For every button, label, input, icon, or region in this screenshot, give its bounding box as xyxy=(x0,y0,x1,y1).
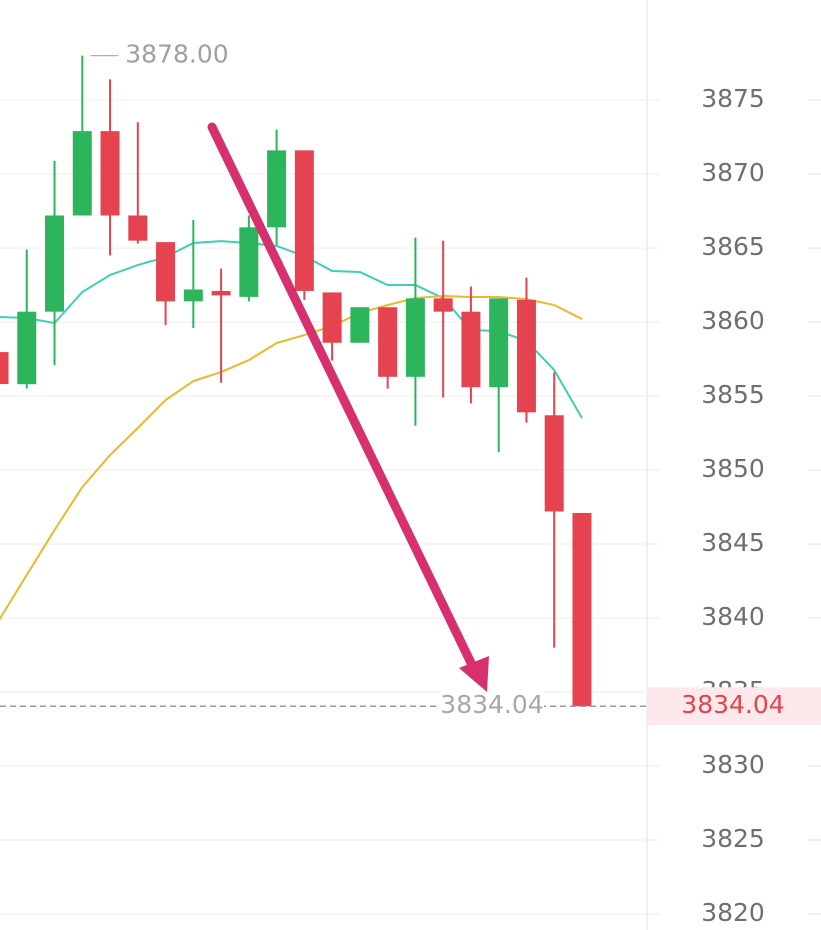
candle-body xyxy=(100,131,120,216)
arrow-head xyxy=(459,656,489,692)
high-marker-label: 3878.00 xyxy=(125,40,228,69)
arrow-shaft xyxy=(207,122,477,670)
y-tick-label: 3850 xyxy=(701,454,765,483)
last-price-box xyxy=(647,687,821,726)
y-tick-label: 3840 xyxy=(701,602,765,631)
candle-body xyxy=(45,215,65,312)
y-tick-label: 3820 xyxy=(701,898,765,927)
candle-body xyxy=(489,298,509,388)
candle-body xyxy=(156,242,176,302)
last-price-chart-label: 3834.04 xyxy=(440,690,543,719)
y-tick-label: 3875 xyxy=(701,84,765,113)
candle-body xyxy=(350,307,370,343)
candle-body xyxy=(294,150,314,291)
grid: 3820382538303835384038453850385538603865… xyxy=(0,84,821,927)
y-tick-label: 3830 xyxy=(701,750,765,779)
candle-body xyxy=(128,215,148,241)
candle-body xyxy=(17,311,37,385)
y-tick-label: 3870 xyxy=(701,158,765,187)
candle-body xyxy=(516,299,536,413)
annotations: 3878.00 3834.04 3834.04 xyxy=(0,40,821,726)
candle-body xyxy=(211,290,231,296)
y-tick-label: 3865 xyxy=(701,232,765,261)
candle-body xyxy=(461,311,481,388)
candle-body xyxy=(405,298,425,377)
moving-average-line xyxy=(0,294,583,621)
y-tick-label: 3855 xyxy=(701,380,765,409)
y-tick-label: 3825 xyxy=(701,824,765,853)
candle-body xyxy=(0,352,9,385)
y-tick-label: 3845 xyxy=(701,528,765,557)
last-price-axis-label: 3834.04 xyxy=(681,690,784,719)
candle-body xyxy=(433,298,453,312)
candle-body xyxy=(267,150,287,228)
moving-average-line xyxy=(0,240,583,419)
trend-arrow xyxy=(207,122,489,692)
candle-body xyxy=(72,131,92,216)
candles xyxy=(0,55,592,707)
moving-averages xyxy=(0,240,583,621)
y-tick-label: 3860 xyxy=(701,306,765,335)
candle-body xyxy=(322,292,342,343)
candle-body xyxy=(378,307,398,377)
candle-body xyxy=(239,227,259,297)
candle-body xyxy=(572,512,592,707)
last-price-label-bg xyxy=(440,690,544,723)
candle-body xyxy=(183,289,203,302)
candle-body xyxy=(544,415,564,512)
